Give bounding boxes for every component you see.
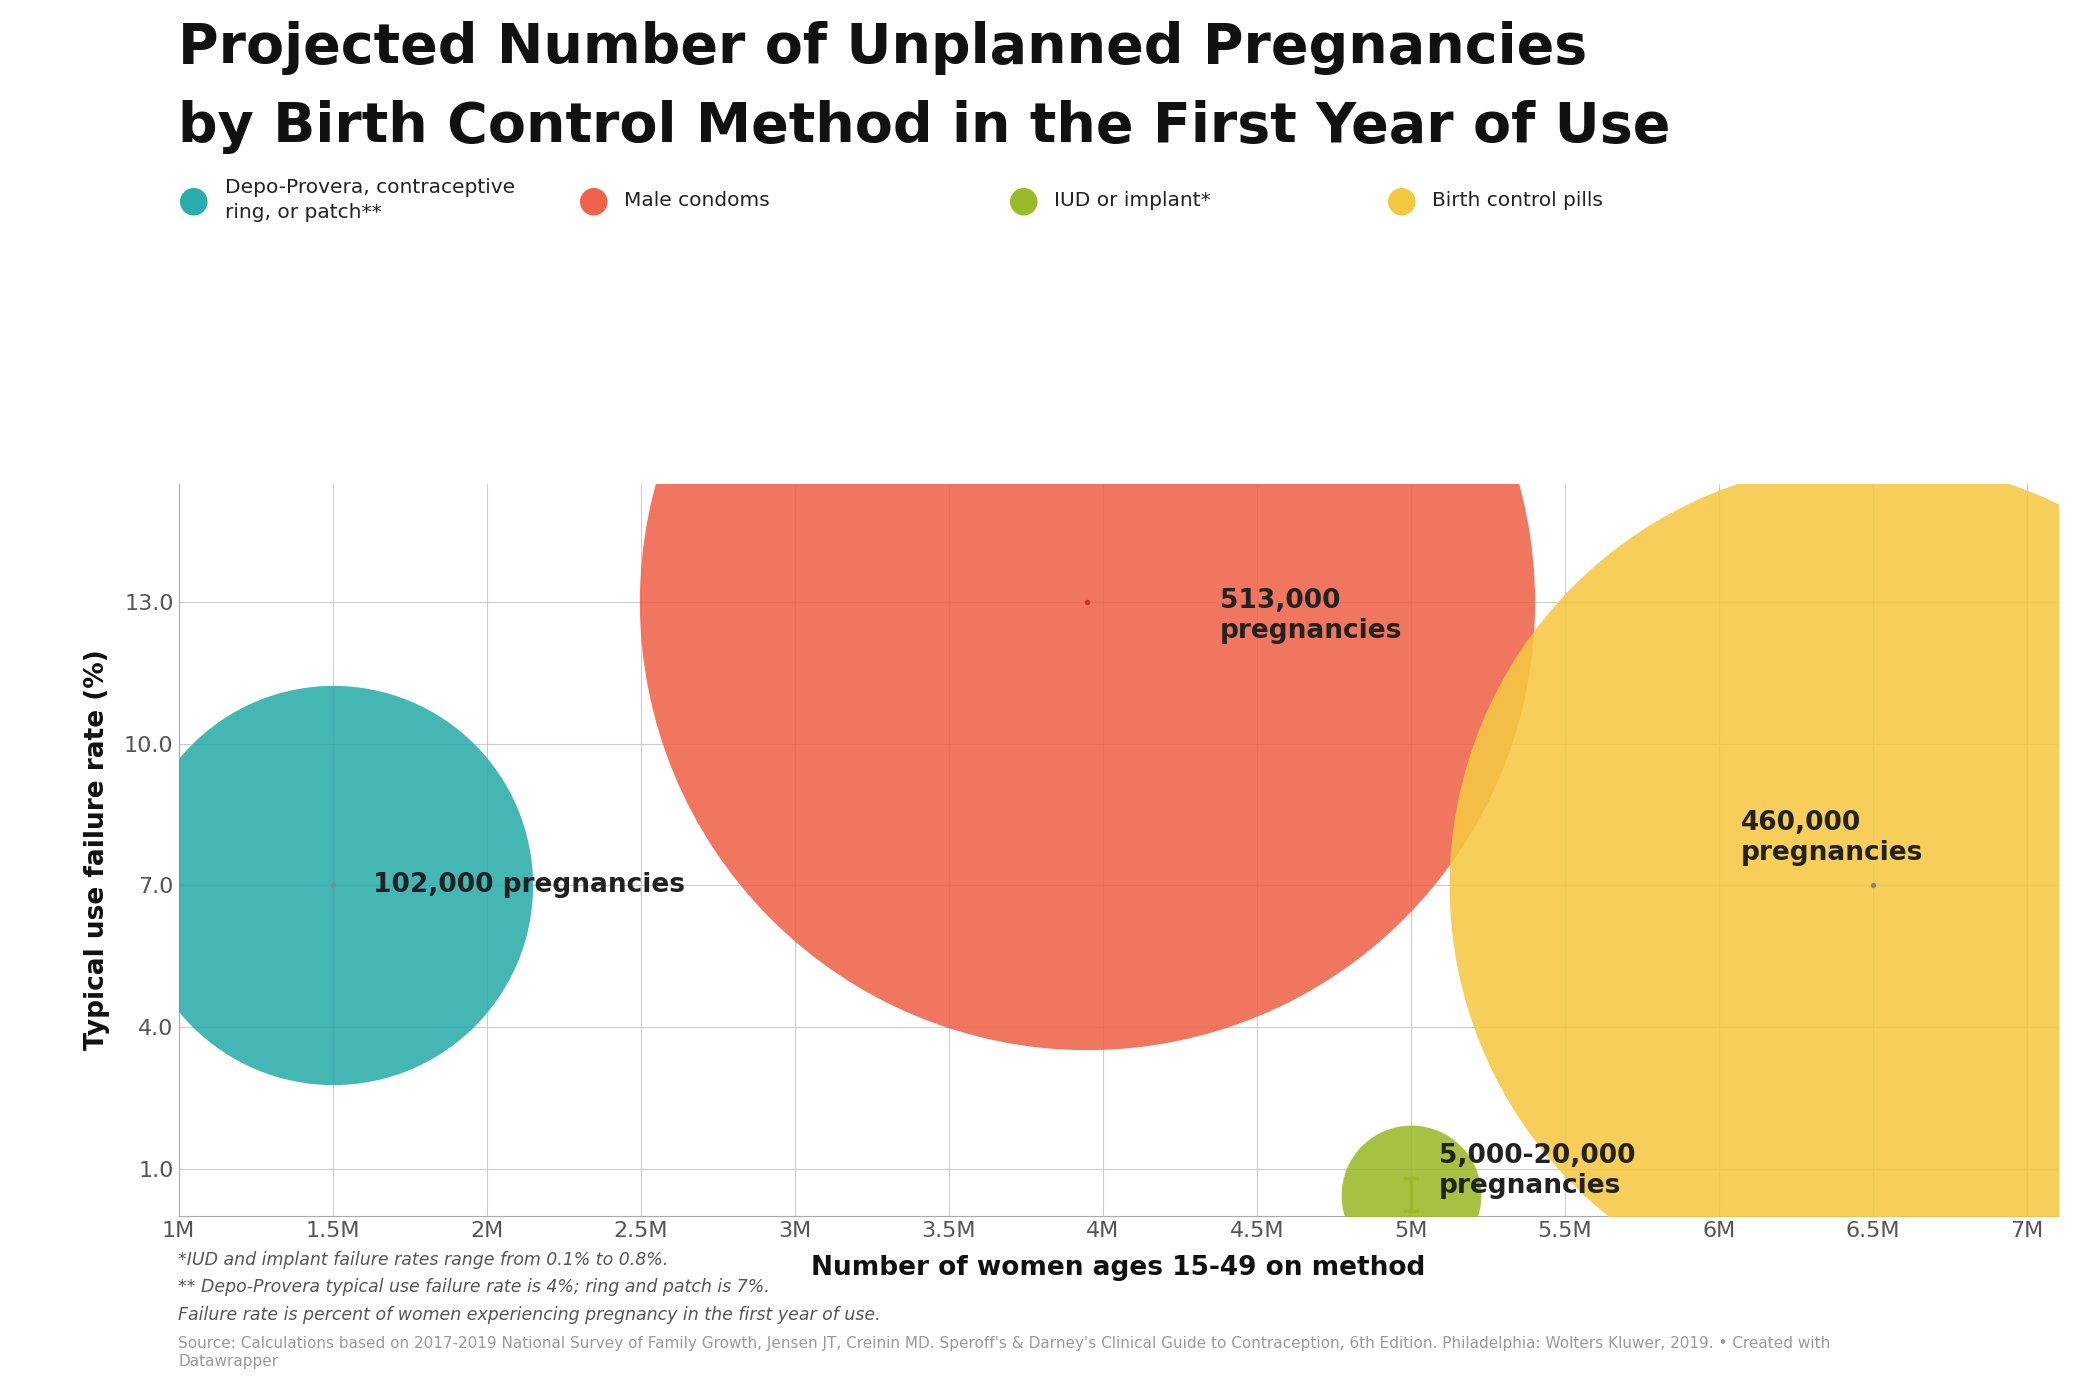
Text: IUD or implant*: IUD or implant* bbox=[1054, 191, 1212, 210]
Text: Source: Calculations based on 2017-2019 National Survey of Family Growth, Jensen: Source: Calculations based on 2017-2019 … bbox=[178, 1336, 1831, 1368]
Text: ●: ● bbox=[178, 184, 210, 217]
Text: 102,000 pregnancies: 102,000 pregnancies bbox=[372, 872, 685, 898]
Text: 5,000-20,000
pregnancies: 5,000-20,000 pregnancies bbox=[1438, 1143, 1636, 1200]
Point bbox=[1856, 875, 1890, 897]
Point bbox=[315, 875, 349, 897]
Point bbox=[1856, 875, 1890, 897]
Text: Failure rate is percent of women experiencing pregnancy in the first year of use: Failure rate is percent of women experie… bbox=[178, 1306, 882, 1324]
Point bbox=[1071, 590, 1105, 612]
Text: ●: ● bbox=[1008, 184, 1040, 217]
Text: 513,000
pregnancies: 513,000 pregnancies bbox=[1220, 587, 1403, 644]
Text: Birth control pills: Birth control pills bbox=[1432, 191, 1602, 210]
Text: by Birth Control Method in the First Year of Use: by Birth Control Method in the First Yea… bbox=[178, 100, 1672, 153]
Text: ** Depo-Provera typical use failure rate is 4%; ring and patch is 7%.: ** Depo-Provera typical use failure rate… bbox=[178, 1278, 771, 1296]
Text: ●: ● bbox=[1386, 184, 1418, 217]
Text: 460,000
pregnancies: 460,000 pregnancies bbox=[1741, 810, 1924, 867]
Text: *IUD and implant failure rates range from 0.1% to 0.8%.: *IUD and implant failure rates range fro… bbox=[178, 1251, 668, 1269]
Point bbox=[1071, 590, 1105, 612]
Text: ●: ● bbox=[578, 184, 609, 217]
Point bbox=[315, 875, 349, 897]
Text: Depo-Provera, contraceptive
ring, or patch**: Depo-Provera, contraceptive ring, or pat… bbox=[225, 178, 514, 223]
Y-axis label: Typical use failure rate (%): Typical use failure rate (%) bbox=[84, 650, 109, 1050]
X-axis label: Number of women ages 15-49 on method: Number of women ages 15-49 on method bbox=[811, 1255, 1426, 1281]
Point bbox=[1394, 1184, 1428, 1206]
Text: Male condoms: Male condoms bbox=[624, 191, 769, 210]
Text: Projected Number of Unplanned Pregnancies: Projected Number of Unplanned Pregnancie… bbox=[178, 21, 1588, 75]
